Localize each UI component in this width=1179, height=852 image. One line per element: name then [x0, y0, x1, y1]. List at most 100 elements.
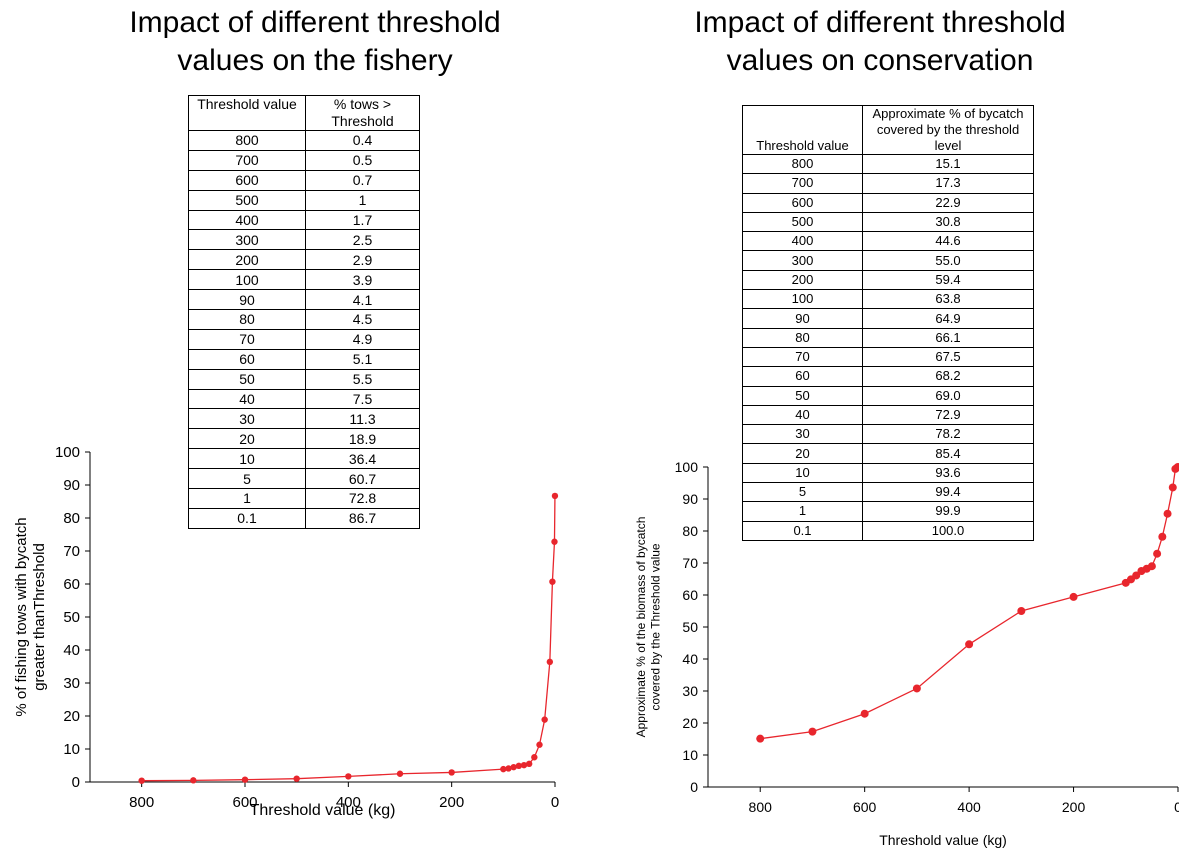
table-row: 80 4.5: [188, 309, 420, 330]
x-axis-label: Threshold value (kg): [250, 802, 396, 819]
data-point: [536, 741, 543, 748]
data-point: [510, 763, 517, 771]
percent-cell: 11.3: [305, 408, 420, 430]
percent-cell: 1: [305, 189, 420, 211]
data-point: [525, 760, 533, 768]
table-row: 50 69.0: [742, 385, 1034, 406]
y-axis-label: % of fishing tows with bycatchgreater th…: [13, 517, 48, 716]
threshold-cell: 50: [742, 385, 863, 406]
y-tick-label: 0: [690, 779, 698, 795]
percent-cell: 63.8: [862, 289, 1034, 310]
table-row: 100 3.9: [188, 269, 420, 291]
conservation-threshold-table: Threshold value Approximate % of bycatch…: [742, 105, 1034, 541]
y-tick-label: 60: [63, 576, 80, 593]
y-tick-label: 40: [682, 651, 698, 667]
percent-cell: 15.1: [862, 153, 1034, 175]
percent-cell: 5.1: [305, 348, 420, 370]
table-row: 60 5.1: [188, 348, 420, 370]
percent-cell: 1.7: [305, 209, 420, 231]
percent-cell: 7.5: [305, 388, 420, 410]
x-tick-label: 200: [439, 794, 464, 811]
percent-cell: 99.9: [862, 501, 1034, 522]
data-point: [190, 777, 197, 784]
x-axis-label: Threshold value (kg): [879, 832, 1007, 848]
threshold-cell: 10: [742, 462, 863, 484]
y-tick-label: 10: [63, 741, 80, 758]
percent-cell: 4.1: [305, 289, 420, 311]
y-axis-label: Approximate % of the biomass of bycatchc…: [634, 517, 662, 738]
left-title-line2: values on the fishery: [177, 44, 453, 77]
y-tick-label: 50: [682, 619, 698, 635]
threshold-cell: 200: [188, 249, 306, 271]
table-row: 1 72.8: [188, 488, 420, 509]
data-point: [505, 765, 512, 772]
percent-cell: 5.5: [305, 368, 420, 390]
x-tick-label: 400: [336, 794, 361, 811]
x-tick-label: 800: [749, 799, 773, 815]
threshold-cell: 100: [742, 289, 863, 310]
data-point: [1158, 532, 1167, 541]
y-tick-label: 20: [63, 708, 80, 725]
y-tick-label: 100: [675, 459, 699, 475]
table-row: 500 1: [188, 189, 420, 211]
data-point: [549, 578, 556, 585]
threshold-cell: 300: [742, 250, 863, 271]
table-row: 800 0.4: [188, 130, 420, 151]
data-point: [520, 761, 528, 769]
table-row: 200 2.9: [188, 249, 420, 271]
table-row: 20 85.4: [742, 443, 1034, 464]
table-row: 5 60.7: [188, 468, 420, 490]
data-point: [1132, 571, 1141, 580]
y-tick-label: 40: [63, 642, 80, 659]
data-point: [515, 762, 523, 770]
threshold-cell: 800: [188, 130, 306, 151]
threshold-cell: 70: [188, 328, 306, 350]
table-row: 300 2.5: [188, 229, 420, 251]
percent-cell: 4.9: [305, 328, 420, 350]
left-title-line1: Impact of different threshold: [129, 6, 501, 39]
data-point: [546, 658, 554, 666]
threshold-cell: 600: [742, 192, 863, 213]
threshold-cell: 5: [188, 468, 306, 490]
threshold-cell: 700: [742, 173, 863, 194]
data-point: [1017, 607, 1026, 615]
threshold-cell: 60: [188, 348, 306, 370]
data-point: [1069, 592, 1078, 601]
table-row: 50 5.5: [188, 368, 420, 390]
percent-cell: 99.4: [862, 482, 1034, 503]
percent-cell: 0.5: [305, 149, 420, 171]
data-point: [965, 640, 974, 649]
percent-cell: 3.9: [305, 269, 420, 291]
data-point: [1147, 562, 1156, 571]
table-row: 200 59.4: [742, 269, 1034, 291]
table-row: 60 68.2: [742, 366, 1034, 387]
table-row: 600 22.9: [742, 192, 1034, 213]
table-row: 700 17.3: [742, 173, 1034, 194]
y-tick-label: 90: [63, 477, 80, 494]
x-tick-label: 200: [1062, 799, 1086, 815]
threshold-cell: 500: [188, 189, 306, 211]
y-tick-label: 20: [682, 715, 698, 731]
table-row: 40 7.5: [188, 388, 420, 410]
table-row: 70 67.5: [742, 346, 1034, 368]
x-tick-label: 800: [129, 794, 154, 811]
table-row: 100 63.8: [742, 289, 1034, 310]
data-point: [396, 770, 404, 777]
table-row: 400 1.7: [188, 209, 420, 231]
table-row: 400 44.6: [742, 231, 1034, 252]
right-chart-title: Impact of different threshold values on …: [600, 4, 1160, 80]
table-row: 30 78.2: [742, 424, 1034, 445]
data-point: [531, 754, 538, 761]
percent-cell: 36.4: [305, 448, 420, 470]
percent-cell: 0.7: [305, 169, 420, 191]
threshold-cell: 600: [188, 169, 306, 191]
threshold-cell: 90: [742, 308, 863, 329]
table-row: 90 4.1: [188, 289, 420, 311]
table-row: 10 93.6: [742, 462, 1034, 484]
table-header: % tows > Threshold: [305, 95, 420, 131]
y-tick-label: 0: [72, 774, 80, 791]
percent-cell: 64.9: [862, 308, 1034, 329]
threshold-cell: 90: [188, 289, 306, 311]
y-tick-label: 30: [682, 683, 698, 699]
y-tick-label: 60: [682, 587, 698, 603]
